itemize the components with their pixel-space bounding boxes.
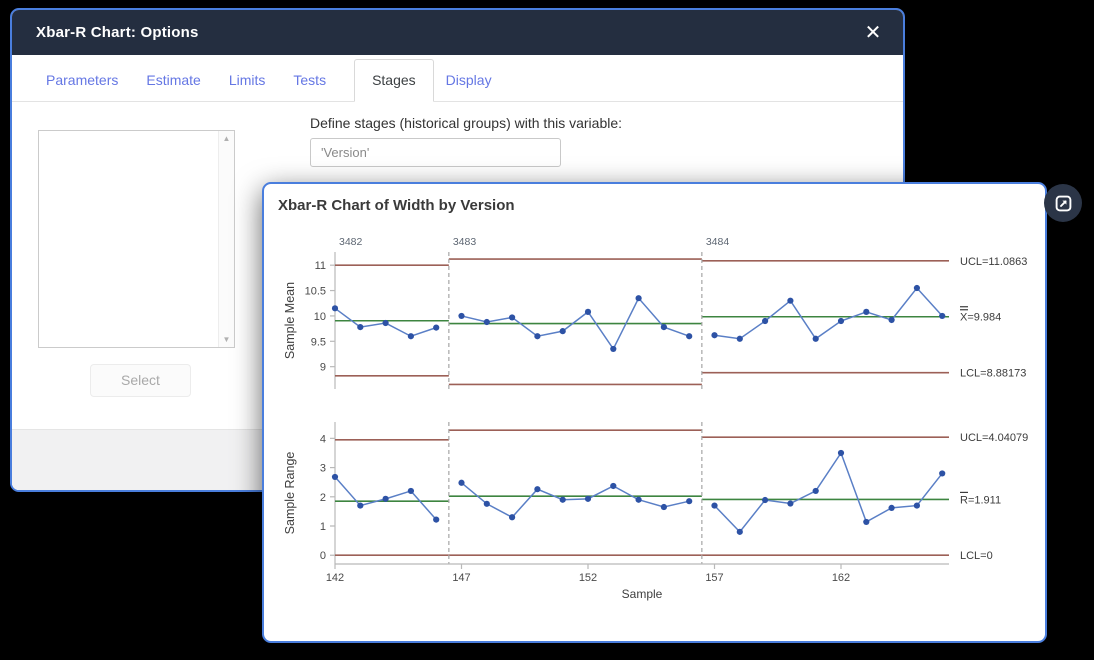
svg-text:9.5: 9.5 (311, 336, 326, 348)
svg-text:3482: 3482 (339, 236, 363, 248)
close-icon[interactable]: ✕ (864, 21, 882, 44)
svg-text:Sample Mean: Sample Mean (283, 282, 297, 359)
svg-text:R=1.911: R=1.911 (960, 494, 1001, 506)
svg-text:11: 11 (315, 260, 326, 272)
dialog-titlebar: Xbar-R Chart: Options ✕ (12, 10, 903, 55)
svg-text:LCL=8.88173: LCL=8.88173 (960, 368, 1026, 380)
tab-stages[interactable]: Stages (354, 59, 434, 102)
svg-text:2: 2 (320, 492, 326, 504)
svg-text:Sample: Sample (622, 587, 663, 601)
svg-text:142: 142 (326, 572, 344, 584)
svg-text:LCL=0: LCL=0 (960, 550, 993, 562)
svg-text:UCL=4.04079: UCL=4.04079 (960, 432, 1028, 444)
svg-text:147: 147 (452, 572, 470, 584)
tab-tests[interactable]: Tests (293, 72, 327, 88)
svg-text:UCL=11.0863: UCL=11.0863 (960, 256, 1027, 268)
variable-list-area[interactable] (39, 131, 218, 347)
scroll-down-icon[interactable]: ▼ (222, 335, 231, 344)
chart-title: Xbar-R Chart of Width by Version (278, 197, 515, 214)
svg-text:3483: 3483 (453, 236, 477, 248)
svg-text:4: 4 (320, 433, 326, 445)
svg-text:9: 9 (320, 362, 326, 374)
define-stages-label: Define stages (historical groups) with t… (310, 115, 623, 131)
variable-listbox[interactable]: ▲ ▼ (38, 130, 235, 348)
svg-text:Sample Range: Sample Range (283, 452, 297, 535)
svg-text:X=9.984: X=9.984 (960, 312, 1001, 324)
svg-text:10.5: 10.5 (305, 286, 326, 298)
open-external-icon (1055, 195, 1071, 211)
tab-limits[interactable]: Limits (228, 72, 266, 88)
svg-text:1: 1 (320, 521, 326, 533)
svg-text:3484: 3484 (706, 236, 730, 248)
svg-text:0: 0 (320, 550, 326, 562)
svg-text:3: 3 (320, 463, 326, 475)
svg-text:162: 162 (832, 572, 850, 584)
svg-text:10: 10 (314, 311, 326, 323)
xbar-r-chart-window: 9 9.5 10 10.5 11 Sample Mean 3482 3483 3484 UCL=1… (262, 182, 1047, 643)
svg-text:152: 152 (579, 572, 597, 584)
listbox-scrollbar[interactable]: ▲ ▼ (218, 131, 234, 347)
stage-variable-input[interactable] (310, 138, 561, 167)
select-button[interactable]: Select (90, 364, 191, 397)
tab-display[interactable]: Display (445, 72, 492, 88)
tab-estimate[interactable]: Estimate (146, 72, 201, 88)
svg-text:157: 157 (705, 572, 723, 584)
tab-parameters[interactable]: Parameters (46, 72, 119, 88)
dialog-title: Xbar-R Chart: Options (36, 24, 199, 41)
open-in-new-window-button[interactable] (1044, 184, 1082, 222)
dialog-tabstrip: Parameters Estimate Limits Tests Stages Displ… (12, 55, 903, 102)
scroll-up-icon[interactable]: ▲ (222, 134, 231, 143)
